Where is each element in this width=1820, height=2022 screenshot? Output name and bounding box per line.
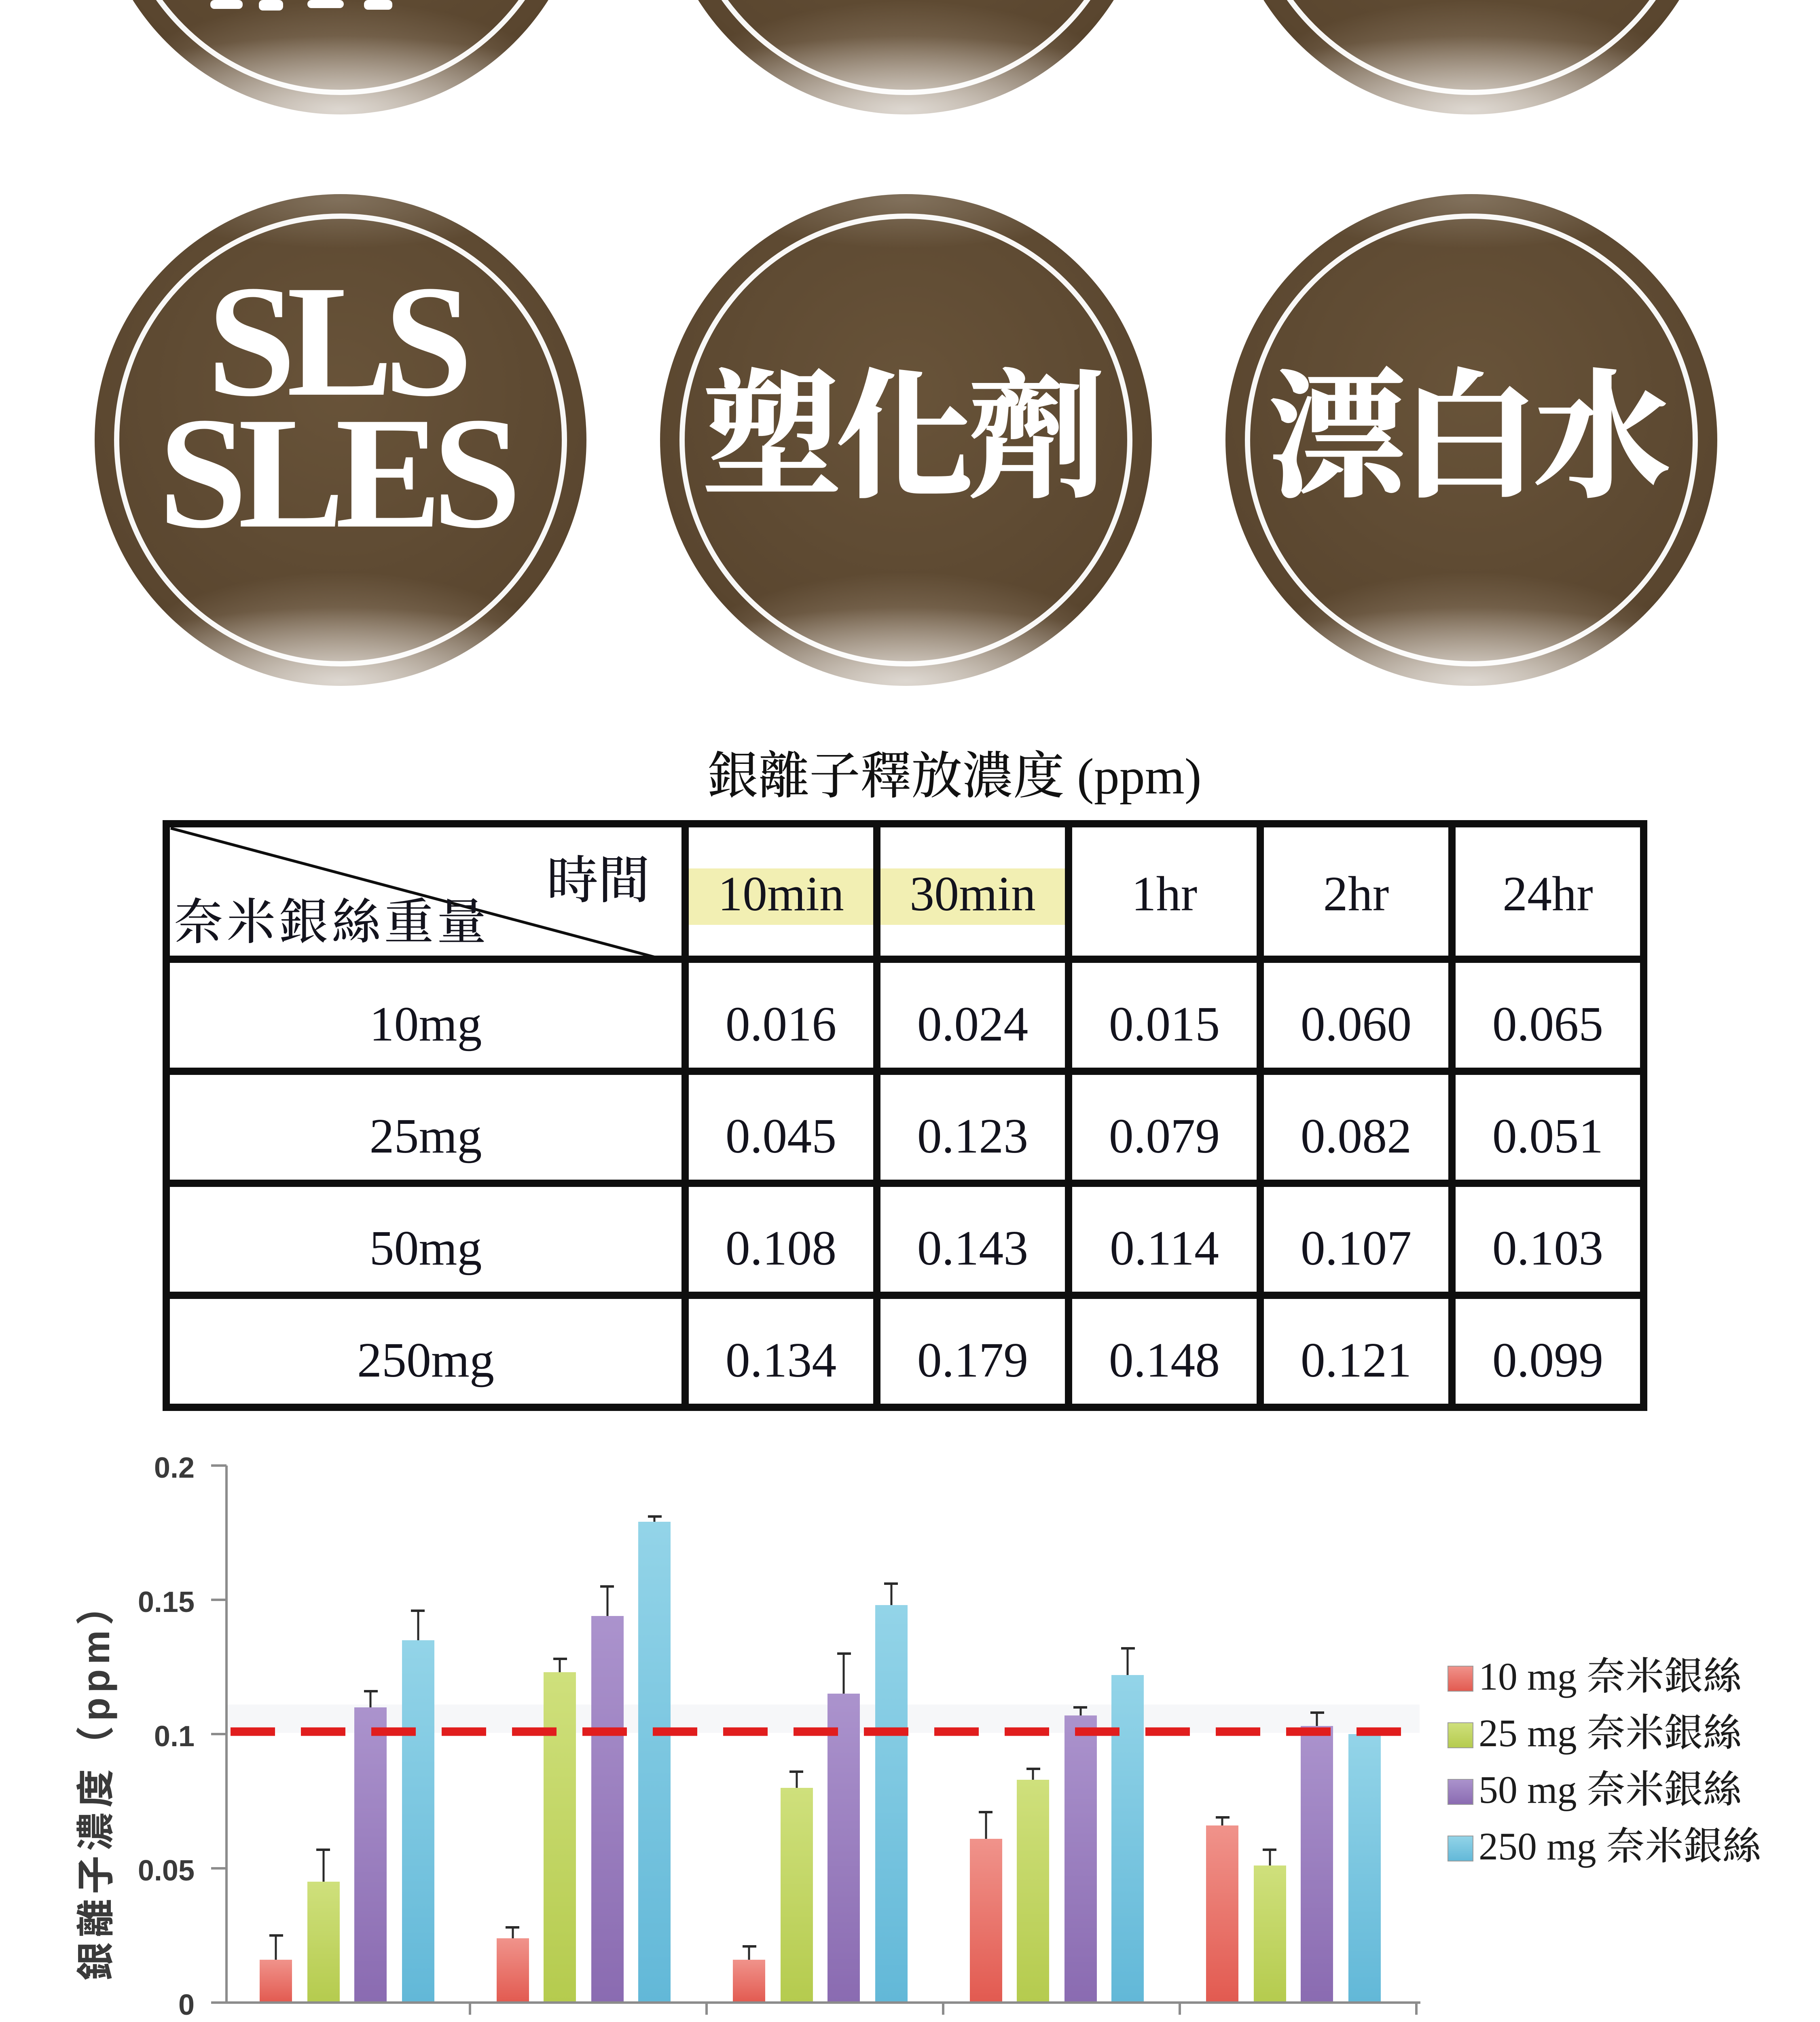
- svg-text:0.2: 0.2: [154, 1452, 195, 1484]
- svg-text:25 mg 奈米銀絲: 25 mg 奈米銀絲: [1479, 1702, 1742, 1758]
- svg-text:50 mg 奈米銀絲: 50 mg 奈米銀絲: [1479, 1759, 1742, 1814]
- svg-text:250 mg 奈米銀絲: 250 mg 奈米銀絲: [1479, 1815, 1761, 1871]
- svg-text:0: 0: [178, 1989, 195, 2021]
- svg-text:10 mg 奈米銀絲: 10 mg 奈米銀絲: [1479, 1646, 1742, 1701]
- svg-text:0.1: 0.1: [154, 1720, 195, 1753]
- svg-text:0.15: 0.15: [138, 1586, 195, 1618]
- svg-text:0.05: 0.05: [138, 1855, 195, 1887]
- svg-text:銀離子濃度（ppm）: 銀離子濃度（ppm）: [65, 1582, 121, 1981]
